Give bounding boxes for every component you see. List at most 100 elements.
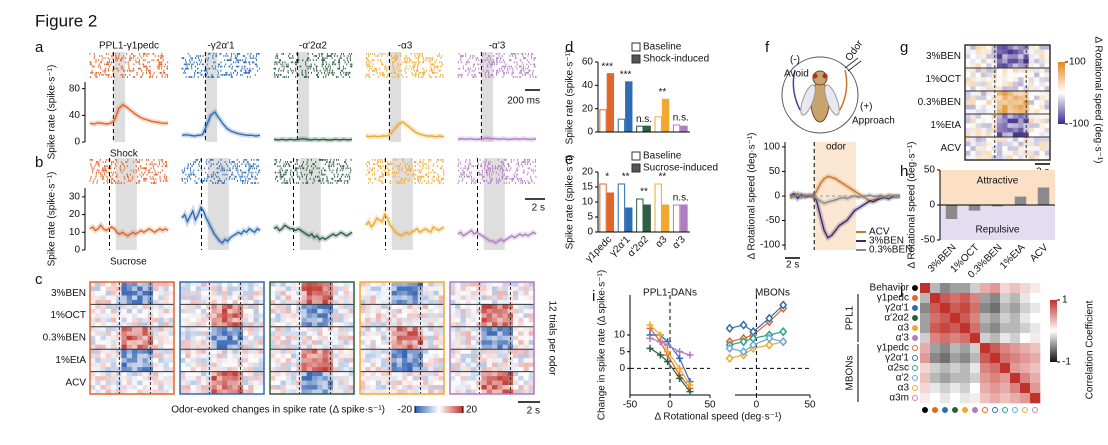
heatmap-cell bbox=[402, 371, 408, 377]
heatmap-cell bbox=[528, 290, 535, 296]
heatmap-cell bbox=[523, 358, 530, 363]
heatmap-cell bbox=[438, 362, 445, 368]
heatmap-cell bbox=[1002, 109, 1008, 115]
heatmap-cell bbox=[1012, 123, 1019, 129]
heatmap-cell bbox=[513, 376, 519, 381]
heatmap-cell bbox=[201, 322, 207, 328]
cell bbox=[1020, 323, 1031, 334]
colorbar-label: Δ Rotational speed (deg·s⁻¹) bbox=[1092, 36, 1103, 163]
cell bbox=[1010, 333, 1021, 344]
heatmap-cell bbox=[497, 299, 503, 305]
heatmap-cell bbox=[95, 376, 101, 381]
heatmap-cell bbox=[1034, 91, 1040, 96]
row-label: α2sc bbox=[888, 363, 909, 374]
heatmap-cell bbox=[105, 295, 112, 301]
heatmap-cell bbox=[333, 331, 339, 337]
heatmap-cell bbox=[322, 367, 329, 372]
heatmap-cell bbox=[163, 358, 170, 363]
heatmap-cell bbox=[412, 317, 419, 323]
heatmap-cell bbox=[450, 385, 456, 390]
heatmap-cell bbox=[227, 304, 233, 310]
cell bbox=[1000, 293, 1011, 304]
heatmap-cell bbox=[90, 389, 96, 395]
cell bbox=[920, 373, 931, 384]
heatmap-cell bbox=[980, 114, 987, 119]
heatmap-cell bbox=[301, 385, 308, 390]
cell bbox=[960, 323, 971, 334]
heatmap-cell bbox=[471, 340, 477, 346]
heatmap-cell bbox=[1044, 95, 1051, 101]
heatmap-cell bbox=[168, 295, 175, 301]
heatmap-cell bbox=[190, 340, 197, 346]
heatmap-cell bbox=[270, 376, 276, 381]
heatmap-cell bbox=[158, 335, 164, 341]
heatmap-cell bbox=[180, 349, 186, 354]
heatmap-cell bbox=[142, 286, 149, 292]
heatmap-cell bbox=[1028, 86, 1035, 92]
heatmap-cell bbox=[317, 313, 323, 319]
heatmap-cell bbox=[986, 150, 992, 156]
legend-swatch bbox=[631, 54, 641, 64]
heatmap-cell bbox=[528, 358, 535, 363]
heatmap-cell bbox=[460, 299, 467, 305]
heatmap-cell bbox=[476, 353, 482, 359]
heatmap-cell bbox=[407, 331, 413, 337]
heatmap-cell bbox=[348, 317, 355, 323]
heatmap-cell bbox=[216, 344, 223, 350]
heatmap-cell bbox=[142, 380, 149, 386]
heatmap-cell bbox=[360, 367, 366, 372]
heatmap-cell bbox=[90, 344, 96, 350]
heatmap-cell bbox=[153, 353, 159, 359]
heatmap-cell bbox=[270, 389, 276, 395]
heatmap-cell bbox=[227, 286, 233, 292]
heatmap-cell bbox=[970, 141, 976, 147]
heatmap-cell bbox=[1028, 118, 1035, 124]
heatmap-cell bbox=[285, 362, 292, 368]
heatmap-cell bbox=[455, 295, 461, 301]
heatmap-cell bbox=[412, 313, 419, 319]
heatmap-cell bbox=[1002, 150, 1008, 156]
heatmap-cell bbox=[338, 295, 344, 301]
facet-frame bbox=[359, 281, 445, 395]
cell bbox=[930, 283, 941, 294]
heatmap-cell bbox=[1007, 95, 1014, 101]
heatmap-cell bbox=[1044, 81, 1051, 87]
heatmap-cell bbox=[126, 335, 133, 341]
heatmap-cell bbox=[1028, 141, 1035, 147]
cell bbox=[1010, 313, 1021, 324]
heatmap-cell bbox=[301, 353, 308, 359]
heatmap-cell bbox=[95, 322, 101, 328]
heatmap-cell bbox=[455, 362, 461, 368]
heatmap-cell bbox=[232, 322, 239, 328]
heatmap-cell bbox=[460, 304, 467, 310]
heatmap-cell bbox=[970, 137, 976, 142]
colorbar bbox=[415, 406, 463, 413]
heatmap-cell bbox=[523, 290, 530, 296]
heatmap-cell bbox=[481, 322, 488, 328]
heatmap-cell bbox=[402, 286, 408, 292]
heatmap-cell bbox=[132, 344, 138, 350]
heatmap-cell bbox=[168, 376, 175, 381]
heatmap-cell bbox=[190, 304, 197, 310]
heatmap-cell bbox=[402, 376, 408, 381]
heatmap-cell bbox=[396, 380, 403, 386]
cell bbox=[980, 293, 991, 304]
plot-title: PPL1-DANs bbox=[643, 288, 697, 299]
heatmap-cell bbox=[333, 286, 339, 292]
heatmap-cell bbox=[481, 376, 488, 381]
heatmap-cell bbox=[476, 349, 482, 354]
heatmap-cell bbox=[1018, 118, 1024, 124]
heatmap-cell bbox=[126, 286, 133, 292]
row-label: 1%OCT bbox=[50, 310, 86, 321]
heatmap-cell bbox=[275, 385, 281, 390]
heatmap-cell bbox=[438, 322, 445, 328]
heatmap-cell bbox=[338, 349, 344, 354]
heatmap-cell bbox=[232, 335, 239, 341]
heatmap-cell bbox=[195, 380, 202, 386]
heatmap-cell bbox=[986, 114, 992, 119]
heatmap-cell bbox=[460, 326, 467, 332]
heatmap-cell bbox=[90, 286, 96, 292]
heatmap-cell bbox=[460, 340, 467, 346]
heatmap-cell bbox=[481, 331, 488, 337]
heatmap-cell bbox=[227, 295, 233, 301]
